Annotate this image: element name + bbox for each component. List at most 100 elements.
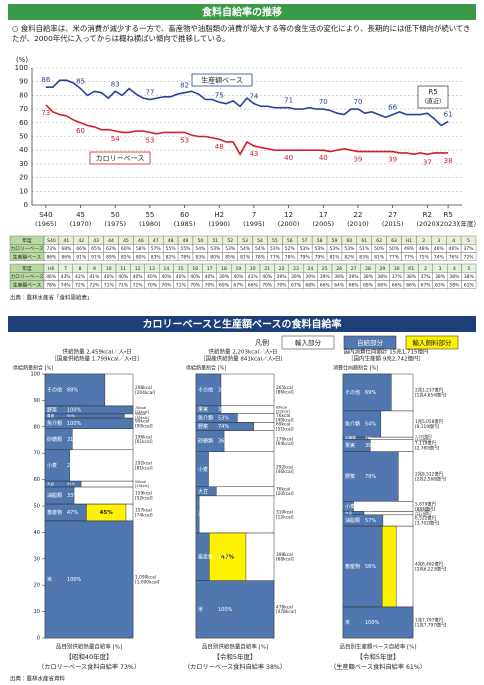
- table-cell-text: 11: [120, 266, 126, 272]
- table-cell-text: 71%: [176, 282, 187, 288]
- item-domestic: [204kcal]: [135, 390, 156, 396]
- page-title: 食料自給率の推移: [202, 6, 282, 19]
- table-row-header: カロリーベース: [10, 274, 44, 280]
- table-row-header: カロリーベース: [10, 246, 44, 252]
- y-tick-label: 100: [15, 64, 28, 72]
- section-title: カロリーベースと生産額ベースの食料自給率: [143, 318, 342, 331]
- item-name: 小麦: [198, 466, 208, 473]
- item-name: その他: [345, 389, 360, 396]
- table-cell-text: H6: [48, 266, 54, 272]
- table-cell-text: 40%: [233, 274, 244, 280]
- table-cell-text: 8: [79, 266, 82, 272]
- legend-swatch: [281, 335, 335, 350]
- table-cell-text: 50: [198, 238, 204, 244]
- series-name-box: [89, 151, 151, 165]
- item-amount: 159kcal: [135, 491, 152, 497]
- table-cell-text: 66%: [406, 282, 417, 288]
- table-cell-text: 81%: [240, 254, 251, 260]
- item-domestic: [61kcal]: [135, 439, 153, 445]
- item-domestic: [20kcal]: [276, 491, 294, 497]
- data-label: 75: [215, 91, 224, 99]
- table-cell-text: 53%: [315, 246, 326, 252]
- item-self-label: 30%: [365, 511, 374, 515]
- item-self-label: 74%: [218, 424, 229, 430]
- item-name: 油脂類: [47, 492, 62, 499]
- panel-period: 【令和5年度】: [356, 652, 399, 661]
- table-cell-text: 54%: [240, 246, 251, 252]
- table-cell-text: R1: [408, 266, 414, 272]
- item-self-label: 31%: [67, 437, 78, 443]
- table-cell-text: 78%: [46, 282, 57, 288]
- table-cell-text: 67%: [291, 282, 302, 288]
- data-label: 40: [284, 154, 293, 162]
- table-cell-text: 71%: [133, 282, 144, 288]
- table-cell-text: 9: [93, 266, 96, 272]
- y-tick-label: 50: [19, 133, 28, 141]
- table-cell-text: 61%: [464, 282, 475, 288]
- table-cell-text: 41%: [89, 274, 100, 280]
- panel-top-axis: 供給熱量割合 [%]: [186, 365, 226, 372]
- panel-period: 【令和5年度】: [213, 652, 256, 661]
- table-cell-text: 38%: [406, 274, 417, 280]
- table-cell-text: 53%: [329, 246, 340, 252]
- table-cell-text: 40%: [118, 274, 129, 280]
- table-cell-text: 39%: [219, 274, 230, 280]
- item-domestic: [20kcal]: [276, 409, 290, 413]
- table-cell-text: 66%: [320, 282, 331, 288]
- table-cell-text: 70%: [161, 282, 172, 288]
- data-label: 38: [444, 157, 453, 165]
- table-cell-text: 83%: [151, 254, 162, 260]
- table-cell-text: 46%: [46, 274, 57, 280]
- item-self-label: 100%: [67, 407, 82, 413]
- item-domestic: [12kcal]: [276, 514, 294, 520]
- table-cell-text: 46%: [434, 246, 445, 252]
- item-self-label: 100%: [67, 421, 82, 427]
- item-name: 果実: [345, 442, 355, 449]
- table-cell: [461, 280, 477, 289]
- x-tick-year: (2005): [312, 220, 334, 228]
- item-self: [342, 410, 382, 438]
- table-cell-text: 49: [183, 238, 189, 244]
- table-cell-text: 61: [361, 238, 367, 244]
- share-tick-label: 100: [30, 372, 40, 378]
- table-cell-text: 39%: [277, 274, 288, 280]
- table-cell-text: 43: [93, 238, 99, 244]
- table-cell-text: 77%: [389, 254, 400, 260]
- item-name: 大豆: [345, 510, 353, 515]
- share-tick-label: 50: [34, 504, 40, 510]
- item-amount: 176kcal: [276, 436, 293, 442]
- item-amount: 69kcal: [276, 422, 290, 428]
- table-cell-text: 23: [293, 266, 299, 272]
- x-tick-year: (1970): [70, 220, 92, 228]
- legend-title: 凡例: [255, 338, 269, 347]
- item-amount: 2兆1,237億円: [415, 387, 443, 394]
- data-label: 86: [41, 76, 50, 84]
- item-self-label: 100%: [218, 607, 233, 613]
- item-amount: 1兆7,797億円: [415, 617, 443, 624]
- item-domestic: [1兆7,797億円]: [415, 621, 447, 628]
- title-bar: [8, 4, 476, 20]
- x-tick-year: (2015): [382, 220, 404, 228]
- item-self: [342, 373, 392, 412]
- table-cell-text: 41%: [248, 274, 259, 280]
- table-cell-text: 38%: [435, 274, 446, 280]
- table-cell-text: 74%: [434, 254, 445, 260]
- item-name: 魚介類: [198, 414, 213, 421]
- item-self-label: 36%: [218, 439, 229, 445]
- item-self-label: 17%: [218, 554, 229, 560]
- table-cell-text: 80%: [136, 254, 147, 260]
- table-cell-text: 83%: [195, 254, 206, 260]
- item-self-label: 4%: [218, 512, 226, 518]
- panel-total: 国内消費仕向額計 15兆1,715億円: [344, 348, 429, 356]
- item-domestic: [1,090kcal]: [135, 579, 160, 585]
- legend-swatch: [405, 335, 459, 350]
- item-self-label: 39%: [365, 443, 376, 449]
- item-domestic: [51kcal]: [276, 426, 294, 432]
- data-label: 70: [354, 98, 363, 106]
- table-cell-text: 13: [149, 266, 155, 272]
- table-cell-text: 72%: [89, 282, 100, 288]
- table-cell-text: 67%: [233, 282, 244, 288]
- data-label: 70: [319, 98, 328, 106]
- data-label: 83: [111, 80, 120, 88]
- x-tick-year: (1985): [174, 220, 196, 228]
